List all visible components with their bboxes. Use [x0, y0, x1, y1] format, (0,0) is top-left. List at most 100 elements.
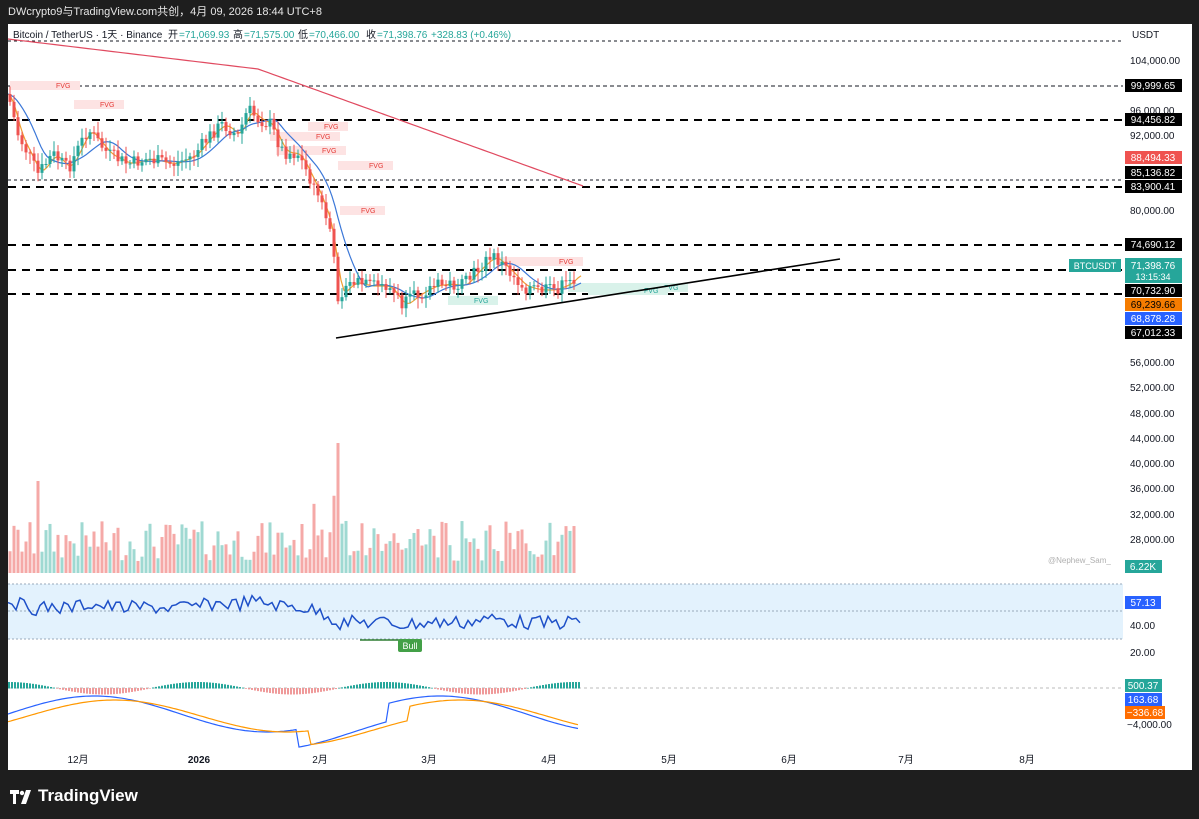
level-label-85136: 85,136.82: [1131, 168, 1176, 179]
price-axis[interactable]: 104,000.00 96,000.00 92,000.00 80,000.00…: [1069, 56, 1182, 731]
rsi-line: [8, 594, 581, 631]
candlesticks[interactable]: [8, 86, 576, 318]
candle-body: [508, 265, 512, 276]
candle-body: [144, 159, 148, 163]
volume-bar: [188, 538, 192, 573]
macd-hist-bar: [83, 688, 85, 694]
volume-bar: [360, 523, 364, 573]
volume-bar: [180, 524, 184, 573]
chart-panel[interactable]: Bitcoin / TetherUS · 1天 · Binance 开 =71,…: [8, 24, 1192, 770]
macd-hist-bar: [509, 688, 511, 692]
macd-hist-bar: [488, 688, 490, 695]
macd-hist-bar: [308, 688, 310, 694]
candle-body: [540, 286, 544, 293]
macd-hist-bar: [533, 686, 535, 689]
candle-body: [456, 288, 460, 290]
time-axis[interactable]: 12月 2026 2月 3月 4月 5月 6月 7月 8月: [67, 754, 1034, 766]
candle-body: [52, 151, 56, 156]
candle-body: [404, 296, 408, 309]
volume-bar: [204, 554, 208, 573]
macd-hist-bar: [146, 688, 148, 690]
last-price-countdown: 13:15:34: [1135, 272, 1170, 282]
volume-bar: [372, 528, 376, 573]
candle-body: [164, 157, 168, 162]
fvg-label: FVG: [324, 124, 338, 131]
legend-high: =71,575.00: [244, 30, 295, 41]
level-lines: [8, 85, 1123, 295]
fvg-label: FVG: [369, 163, 383, 170]
macd-hist-bar: [290, 688, 292, 695]
volume-bar: [44, 530, 48, 573]
candle-body: [568, 279, 572, 281]
macd-hist-bar: [332, 688, 334, 690]
rsi-bull-tag: [398, 639, 422, 652]
macd-hist-bar: [551, 683, 553, 689]
fvg-label: FVG: [664, 285, 678, 292]
candle-body: [548, 284, 552, 286]
share-header: DWcrypto9与TradingView.com共创，4月 09, 2026 …: [8, 6, 322, 18]
macd-hist-bar: [269, 688, 271, 693]
macd-hist-bar: [347, 686, 349, 689]
volume-bar: [208, 560, 212, 573]
candle-body: [100, 138, 104, 148]
macd-hist-bar: [518, 688, 520, 691]
rsi-tick-40: 40.00: [1130, 621, 1155, 632]
volume-bar: [524, 543, 528, 573]
volume-bar: [572, 526, 576, 573]
tradingview-logo[interactable]: TradingView: [10, 786, 138, 806]
macd-hist-bar: [110, 688, 112, 695]
macd-hist-bar: [218, 683, 220, 689]
volume-bar: [276, 532, 280, 573]
brand-name: TradingView: [38, 786, 138, 805]
macd-hist-bar: [59, 688, 61, 690]
chart-canvas[interactable]: Bitcoin / TetherUS · 1天 · Binance 开 =71,…: [8, 24, 1192, 770]
volume-bar: [268, 522, 272, 573]
time-label-may: 5月: [661, 754, 677, 766]
candle-body: [120, 156, 124, 162]
macd-hist-bar: [539, 685, 541, 689]
volume-bar: [396, 542, 400, 573]
volume-bar: [344, 520, 348, 573]
ascending-trendline[interactable]: [335, 258, 841, 339]
macd-hist-bar: [14, 682, 16, 689]
candle-body: [228, 131, 232, 136]
candle-body: [128, 163, 132, 165]
macd-hist-bar: [152, 687, 154, 689]
tick-36000: 36,000.00: [1130, 484, 1175, 495]
candle-body: [436, 279, 440, 287]
volume-bar: [412, 532, 416, 573]
volume-bar: [472, 538, 476, 573]
macd-hist-bar: [371, 682, 373, 689]
macd-hist-bar: [266, 688, 268, 693]
macd-hist-bar: [155, 686, 157, 689]
macd-hist-bar: [494, 688, 496, 694]
macd-hist-bar: [392, 682, 394, 689]
macd-hist-bar: [404, 683, 406, 689]
candle-body: [260, 122, 264, 127]
ema-long-line: [8, 38, 584, 187]
fvg-zone: [276, 146, 346, 155]
candle-body: [108, 149, 112, 151]
volume-bar: [116, 527, 120, 573]
macd-hist-bar: [161, 685, 163, 689]
candle-body: [224, 122, 228, 132]
candle-body: [460, 279, 464, 289]
fvg-label: FVG: [316, 134, 330, 141]
macd-hist-bar: [293, 688, 295, 695]
macd-hist-bar: [569, 682, 571, 689]
tick-96000: 96,000.00: [1130, 106, 1175, 117]
legend-low-label: 低: [298, 28, 308, 41]
volume-bar: [196, 532, 200, 573]
macd-hist-bar: [446, 688, 448, 692]
macd-hist-bar: [314, 688, 316, 693]
macd-hist-bar: [104, 688, 106, 695]
level-label-99999: 99,999.65: [1131, 81, 1176, 92]
volume-bar: [332, 495, 336, 573]
level-tag-70732: [1125, 284, 1182, 297]
macd-hist-bar: [221, 683, 223, 689]
candle-body: [368, 279, 372, 282]
candle-body: [380, 284, 384, 286]
macd-hist-bar: [182, 682, 184, 689]
volume-bar: [84, 535, 88, 573]
fvg-zone: [308, 122, 348, 131]
